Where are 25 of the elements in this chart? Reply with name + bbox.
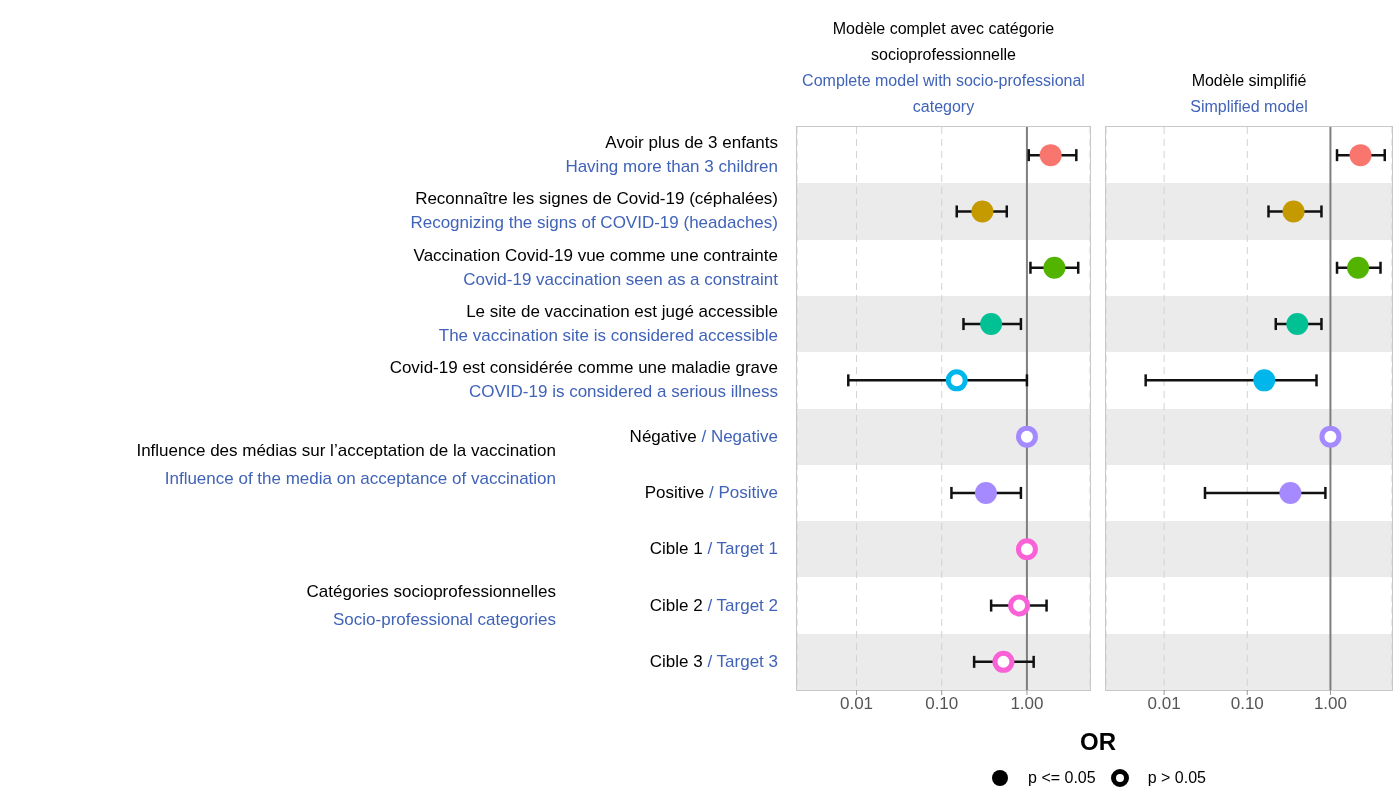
text: Influence des médias sur l’acceptation de la vaccination Influence of the media on acceptance of vaccination bbox=[136, 439, 556, 490]
x-tick-label: 1.00 bbox=[1010, 694, 1044, 714]
y-tick-label: Négative / Negative bbox=[629, 426, 778, 446]
y-tick-label: Positive / Positive bbox=[644, 482, 778, 502]
x-tick-label: 0.10 bbox=[1230, 694, 1264, 714]
y-tick-label: Le site de vaccination est jugé accessible The vaccination site is considered accessible bbox=[438, 301, 778, 348]
chart-subtitle: Simplified model bbox=[1189, 97, 1309, 117]
y-tick-label: Cible 1 / Target 1 bbox=[649, 539, 778, 559]
x-tick-label: 0.10 bbox=[925, 694, 959, 714]
y-tick-label: Cible 2 / Target 2 bbox=[649, 595, 778, 615]
x-tick-label: 0.01 bbox=[840, 694, 874, 714]
chart-title: Modèle simplifié bbox=[1190, 71, 1308, 91]
y-tick-label: Reconnaître les signes de Covid-19 (céphalées) Recognizing the signs of COVID-19 (headaches) bbox=[410, 188, 778, 235]
y-tick-label: Cible 3 / Target 3 bbox=[649, 651, 778, 671]
y-tick-label: Vaccination Covid-19 vue comme une contrainte Covid-19 vaccination seen as a constraint bbox=[413, 244, 778, 291]
x-tick-label: 0.01 bbox=[1147, 694, 1181, 714]
x-tick-label: 1.00 bbox=[1313, 694, 1347, 714]
chart-title: Modèle complet avec catégorie socioprofessionnelle bbox=[831, 19, 1056, 65]
text: p <= 0.05 bbox=[1028, 769, 1096, 787]
text: p > 0.05 bbox=[1147, 769, 1206, 787]
text: Catégories socioprofessionnelles Socio-professional categories bbox=[306, 580, 556, 631]
y-tick-label: Covid-19 est considérée comme une maladie grave COVID-19 is considered a serious illness bbox=[389, 357, 778, 404]
chart-subtitle: Complete model with socio-professional category bbox=[801, 71, 1086, 117]
x-axis-title: OR bbox=[1079, 728, 1117, 756]
y-tick-label: Avoir plus de 3 enfants Having more than 3 children bbox=[565, 132, 778, 179]
